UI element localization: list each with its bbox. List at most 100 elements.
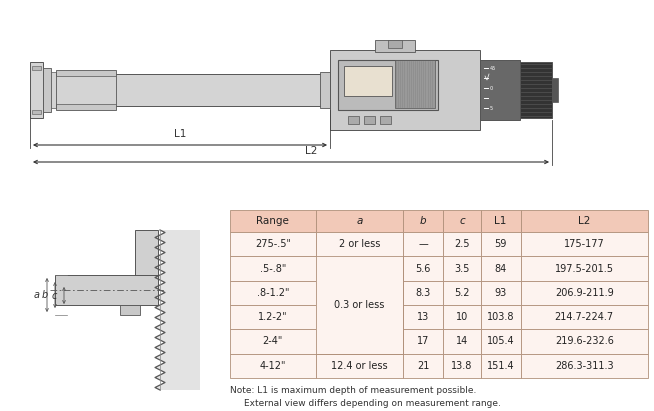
- Bar: [552, 78, 558, 102]
- Bar: [521, 329, 648, 354]
- Bar: [443, 232, 481, 256]
- Bar: [316, 256, 404, 354]
- Bar: [135, 230, 158, 300]
- Text: 2.5: 2.5: [455, 239, 470, 249]
- Bar: [395, 60, 435, 108]
- Text: External view differs depending on measurement range.: External view differs depending on measu…: [244, 399, 501, 408]
- Text: 0.3 or less: 0.3 or less: [334, 300, 385, 310]
- Text: 214.7-224.7: 214.7-224.7: [555, 312, 614, 322]
- Bar: [230, 210, 316, 232]
- Bar: [404, 256, 443, 281]
- Bar: [443, 210, 481, 232]
- Bar: [32, 66, 41, 70]
- Text: 3.5: 3.5: [455, 263, 470, 273]
- Bar: [481, 256, 521, 281]
- Text: 12.4 or less: 12.4 or less: [332, 361, 388, 371]
- Text: L2: L2: [305, 146, 317, 156]
- Text: Note: L1 is maximum depth of measurement possible.: Note: L1 is maximum depth of measurement…: [230, 386, 476, 395]
- Text: L1: L1: [174, 129, 186, 139]
- Bar: [481, 281, 521, 305]
- Text: 151.4: 151.4: [487, 361, 515, 371]
- Text: 2-4": 2-4": [263, 337, 283, 346]
- Text: 105.4: 105.4: [487, 337, 515, 346]
- Bar: [32, 110, 41, 114]
- Text: 4-12": 4-12": [260, 361, 286, 371]
- Text: 10: 10: [456, 312, 468, 322]
- Bar: [481, 329, 521, 354]
- Text: 5: 5: [490, 106, 493, 111]
- Bar: [56, 74, 330, 106]
- Text: 84: 84: [494, 263, 507, 273]
- Bar: [316, 281, 404, 305]
- Text: c: c: [459, 216, 465, 226]
- Text: b: b: [420, 216, 426, 226]
- Bar: [443, 281, 481, 305]
- Text: 175-177: 175-177: [564, 239, 605, 249]
- Bar: [521, 281, 648, 305]
- Text: 45: 45: [490, 65, 496, 71]
- Text: 17: 17: [417, 337, 430, 346]
- Text: 93: 93: [494, 288, 507, 298]
- Text: 5.6: 5.6: [416, 263, 431, 273]
- Bar: [56, 70, 116, 110]
- Bar: [404, 232, 443, 256]
- Text: 219.6-232.6: 219.6-232.6: [555, 337, 613, 346]
- Bar: [330, 50, 480, 130]
- Bar: [55, 275, 158, 305]
- Text: 2 or less: 2 or less: [339, 239, 380, 249]
- Bar: [316, 232, 404, 256]
- Bar: [230, 232, 316, 256]
- Text: 8.3: 8.3: [416, 288, 431, 298]
- Bar: [521, 354, 648, 378]
- Bar: [338, 60, 438, 110]
- Text: 197.5-201.5: 197.5-201.5: [555, 263, 613, 273]
- Bar: [388, 40, 402, 48]
- Text: 103.8: 103.8: [487, 312, 515, 322]
- Bar: [56, 76, 116, 104]
- Bar: [404, 305, 443, 329]
- Bar: [380, 116, 391, 124]
- Bar: [316, 305, 404, 329]
- Polygon shape: [155, 230, 200, 390]
- Bar: [230, 256, 316, 281]
- Text: 14: 14: [456, 337, 468, 346]
- Text: .8-1.2": .8-1.2": [256, 288, 289, 298]
- Bar: [481, 305, 521, 329]
- Bar: [404, 329, 443, 354]
- Bar: [404, 281, 443, 305]
- Bar: [30, 62, 43, 118]
- Bar: [520, 62, 552, 118]
- Bar: [316, 354, 404, 378]
- Bar: [521, 210, 648, 232]
- Text: 286.3-311.3: 286.3-311.3: [555, 361, 613, 371]
- Bar: [521, 305, 648, 329]
- Bar: [230, 281, 316, 305]
- Bar: [320, 72, 338, 108]
- Bar: [443, 329, 481, 354]
- Bar: [120, 305, 140, 315]
- Text: 206.9-211.9: 206.9-211.9: [555, 288, 613, 298]
- Bar: [443, 256, 481, 281]
- Text: 0: 0: [490, 85, 493, 90]
- Text: L1: L1: [494, 216, 507, 226]
- Text: L2: L2: [578, 216, 591, 226]
- Bar: [230, 354, 316, 378]
- Bar: [43, 68, 51, 112]
- Bar: [344, 66, 392, 96]
- Text: 275-.5": 275-.5": [255, 239, 291, 249]
- Bar: [521, 232, 648, 256]
- Bar: [443, 305, 481, 329]
- Bar: [51, 72, 56, 108]
- Bar: [404, 210, 443, 232]
- Bar: [521, 256, 648, 281]
- Bar: [481, 210, 521, 232]
- Text: 21: 21: [417, 361, 430, 371]
- Bar: [404, 354, 443, 378]
- Bar: [230, 329, 316, 354]
- Bar: [316, 329, 404, 354]
- Bar: [316, 256, 404, 281]
- Text: 13: 13: [417, 312, 430, 322]
- Bar: [480, 60, 520, 120]
- Bar: [316, 210, 404, 232]
- Text: b: b: [42, 290, 48, 300]
